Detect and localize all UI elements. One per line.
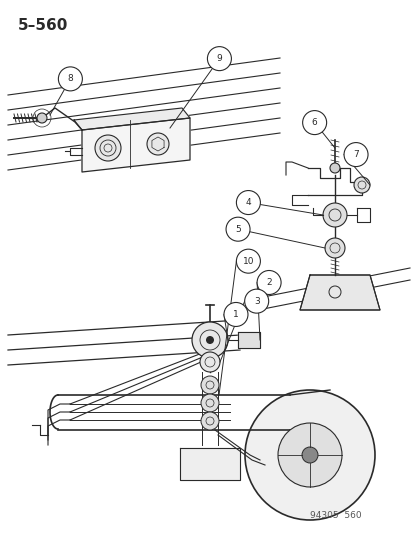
Circle shape	[236, 190, 260, 215]
Text: 1: 1	[233, 310, 238, 319]
Circle shape	[199, 352, 219, 372]
Circle shape	[225, 217, 249, 241]
Text: 8: 8	[67, 75, 73, 83]
Text: 2: 2	[266, 278, 271, 287]
Circle shape	[244, 289, 268, 313]
Circle shape	[147, 133, 169, 155]
Circle shape	[95, 135, 121, 161]
Circle shape	[324, 238, 344, 258]
Polygon shape	[299, 275, 379, 310]
Polygon shape	[180, 448, 240, 480]
Circle shape	[343, 142, 367, 167]
Text: 4: 4	[245, 198, 251, 207]
Circle shape	[302, 110, 326, 135]
Circle shape	[201, 412, 218, 430]
Circle shape	[206, 336, 214, 344]
Text: 94305  560: 94305 560	[309, 511, 361, 520]
Circle shape	[277, 423, 341, 487]
Circle shape	[201, 376, 218, 394]
Text: 7: 7	[352, 150, 358, 159]
Circle shape	[236, 249, 260, 273]
Polygon shape	[82, 118, 190, 172]
Circle shape	[329, 163, 339, 173]
Circle shape	[192, 322, 228, 358]
Circle shape	[353, 177, 369, 193]
Circle shape	[58, 67, 82, 91]
Circle shape	[223, 302, 247, 327]
Circle shape	[301, 447, 317, 463]
Text: 9: 9	[216, 54, 222, 63]
Text: 10: 10	[242, 257, 254, 265]
Text: 5–560: 5–560	[18, 18, 68, 33]
Polygon shape	[237, 332, 259, 348]
Circle shape	[322, 203, 346, 227]
Circle shape	[201, 394, 218, 412]
Text: 3: 3	[253, 297, 259, 305]
Circle shape	[256, 270, 280, 295]
Polygon shape	[74, 108, 190, 130]
Circle shape	[37, 113, 47, 123]
Circle shape	[244, 390, 374, 520]
Circle shape	[207, 46, 231, 71]
Text: 5: 5	[235, 225, 240, 233]
Text: 6: 6	[311, 118, 317, 127]
